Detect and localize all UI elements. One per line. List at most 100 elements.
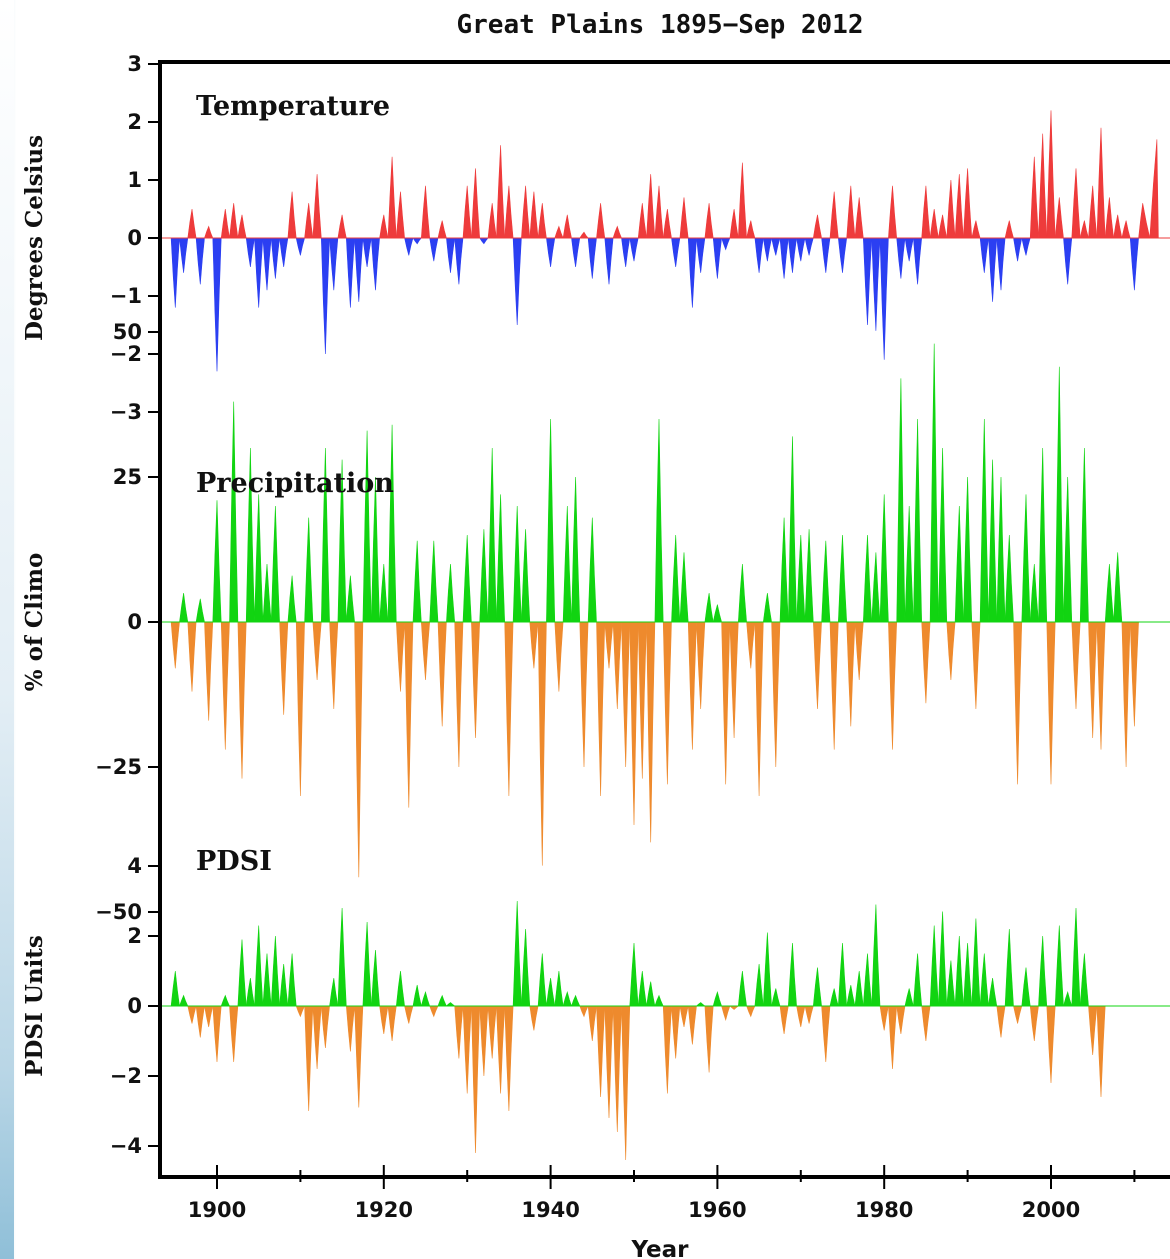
data-area-mark (1021, 494, 1031, 623)
data-area-mark (904, 505, 914, 623)
data-area-mark (229, 401, 239, 623)
data-area-mark (1121, 220, 1131, 239)
data-area-mark (771, 988, 781, 1007)
data-area-mark (412, 237, 422, 245)
data-area-mark (1013, 237, 1023, 262)
data-area-mark (637, 970, 647, 1007)
data-area-mark (279, 237, 289, 268)
data-area-mark (687, 237, 697, 308)
data-area-mark (537, 953, 547, 1007)
data-area-mark (529, 1005, 539, 1031)
data-area-mark (971, 220, 981, 239)
data-area-mark (679, 1005, 689, 1028)
data-area-mark (462, 534, 472, 623)
data-area-mark (846, 984, 856, 1007)
data-area-mark (596, 1005, 606, 1098)
data-area-mark (504, 1005, 514, 1112)
data-area-mark (379, 1005, 389, 1035)
data-area-mark (471, 168, 481, 239)
data-area-mark (979, 953, 989, 1007)
data-area-mark (729, 208, 739, 239)
data-area-mark (1046, 110, 1056, 239)
data-area-mark (629, 942, 639, 1007)
data-area-mark (712, 604, 722, 623)
data-area-mark (487, 1005, 497, 1059)
x-tick-label: 1900 (188, 1198, 246, 1222)
data-area-mark (1063, 237, 1073, 285)
data-area-mark (862, 237, 873, 326)
data-area-mark (287, 575, 297, 623)
data-area-mark (270, 935, 280, 1007)
data-area-mark (712, 990, 723, 1007)
data-area-mark (671, 237, 681, 268)
page-edge-decoration (0, 0, 14, 1259)
data-area-mark (762, 592, 772, 623)
data-area-mark (946, 179, 956, 239)
data-area-mark (571, 476, 581, 623)
data-area-mark (871, 904, 881, 1007)
data-area-mark (921, 1005, 931, 1042)
data-area-mark (929, 343, 939, 623)
y-tick-label: −25 (95, 755, 142, 779)
data-area-mark (1063, 476, 1073, 623)
y-tick-label: −50 (95, 900, 142, 924)
x-tick-label: 1920 (355, 1198, 413, 1222)
data-area-mark (362, 921, 372, 1007)
data-area-mark (220, 208, 230, 239)
data-area-mark (921, 185, 931, 239)
data-area-mark (846, 185, 856, 239)
x-tick-label: 1940 (521, 1198, 579, 1222)
data-area-mark (996, 237, 1006, 291)
data-area-mark (837, 237, 848, 273)
data-area-mark (204, 621, 214, 721)
data-area-mark (1129, 237, 1139, 291)
data-area-mark (971, 918, 981, 1007)
data-area-mark (587, 237, 597, 279)
data-area-mark (654, 185, 664, 239)
data-area-mark (1079, 220, 1089, 239)
y-tick-label: 25 (113, 465, 142, 489)
data-area-mark (1038, 133, 1048, 239)
data-area-mark (1079, 953, 1089, 1007)
data-area-mark (954, 505, 964, 623)
data-area-mark (370, 237, 380, 291)
data-area-mark (1038, 935, 1048, 1007)
data-area-mark (946, 621, 956, 681)
data-area-mark (487, 447, 497, 623)
data-area-mark (512, 237, 522, 326)
data-area-mark (1071, 907, 1081, 1007)
data-area-mark (704, 592, 714, 623)
data-area-mark (395, 621, 405, 692)
data-area-mark (437, 994, 447, 1007)
data-area-mark (420, 621, 431, 681)
data-area-mark (546, 237, 556, 268)
data-area-mark (587, 517, 597, 623)
data-area-mark (562, 505, 572, 623)
data-area-mark (737, 970, 747, 1007)
y-tick-label: −2 (110, 342, 142, 366)
data-area-mark (913, 418, 923, 623)
data-area-mark (996, 476, 1006, 623)
data-area-mark (879, 237, 889, 360)
data-area-mark (1138, 203, 1151, 239)
data-area-mark (979, 237, 989, 273)
data-area-mark (479, 237, 489, 245)
data-area-mark (304, 203, 314, 239)
data-area-mark (195, 598, 205, 623)
data-area-mark (312, 1005, 322, 1070)
data-area-mark (779, 517, 789, 623)
data-area-mark (320, 237, 330, 355)
data-area-mark (896, 237, 906, 279)
data-area-mark (646, 174, 656, 239)
data-area-mark (487, 203, 497, 239)
data-area-mark (904, 988, 914, 1007)
data-area-mark (304, 517, 314, 623)
plot-frame (158, 60, 1170, 1179)
data-area-mark (604, 1005, 614, 1119)
y-tick-label: 50 (113, 320, 142, 344)
y-tick-label: 0 (127, 994, 142, 1018)
data-area-mark (345, 1005, 355, 1052)
data-area-mark (654, 418, 664, 623)
data-area-mark (370, 949, 380, 1007)
